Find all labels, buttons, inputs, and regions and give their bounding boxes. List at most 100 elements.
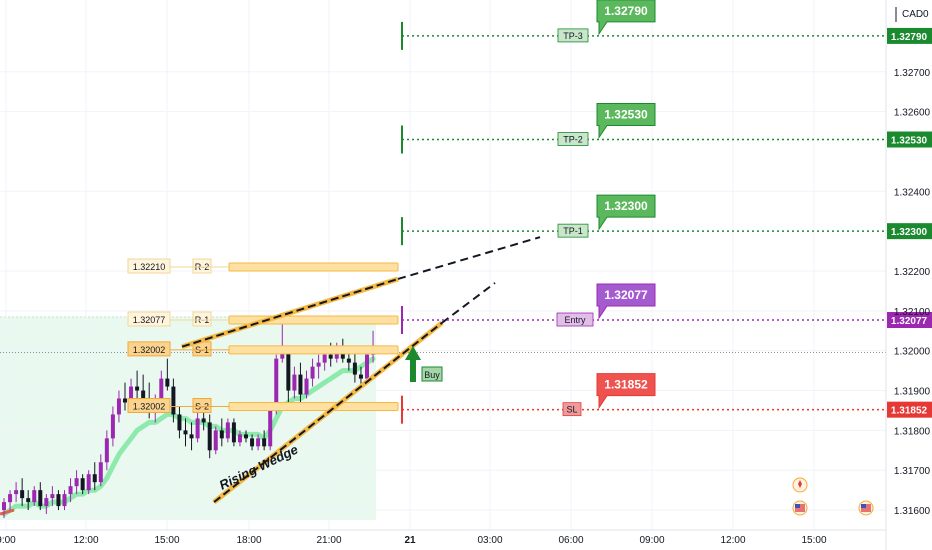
usa-flag-canton-icon xyxy=(795,504,800,508)
candle-body xyxy=(256,438,261,447)
level-tp-2-axis-text: 1.32530 xyxy=(891,136,928,147)
buy-label: Buy xyxy=(424,370,440,380)
level-entry-axis-box xyxy=(887,312,932,329)
zone-r-2-name-box xyxy=(192,258,212,274)
level-sl-axis-text: 1.31852 xyxy=(891,406,928,417)
ema-start-segment xyxy=(0,508,15,516)
zone-r-1-name-box xyxy=(192,311,212,327)
candle-body xyxy=(129,386,134,403)
y-tick-label: 1.32700 xyxy=(894,68,931,79)
wedge-upper-line xyxy=(181,278,399,348)
zone-s-2-box xyxy=(228,401,399,411)
level-tp-1-axis-text: 1.32300 xyxy=(891,227,928,238)
buy-label-box xyxy=(421,366,443,382)
candle-body xyxy=(116,398,121,415)
x-tick-label: 9:00 xyxy=(0,535,16,546)
candle-body xyxy=(80,478,85,491)
candle-body xyxy=(310,366,315,379)
candle-body xyxy=(244,434,248,439)
zone-r-2-box xyxy=(228,262,399,272)
level-sl-callout-text: 1.31852 xyxy=(604,378,648,392)
y-tick-label: 1.32400 xyxy=(894,187,931,198)
candle-body xyxy=(213,430,218,451)
candle-body xyxy=(280,350,285,359)
level-tp-3-axis-box xyxy=(887,27,932,44)
x-tick-label: 15:00 xyxy=(801,535,826,546)
y-tick-label: 1.32200 xyxy=(894,267,931,278)
candle-body xyxy=(92,474,97,483)
level-tp-3-tag xyxy=(557,28,589,43)
zone-s-1-box xyxy=(228,345,399,355)
level-sl-tag-text: SL xyxy=(566,405,577,415)
candle-body xyxy=(219,430,224,439)
level-sl-tag xyxy=(562,402,582,417)
zone-s-1-price-box xyxy=(127,341,171,357)
y-tick-label: 1.32000 xyxy=(894,347,931,358)
candle-body xyxy=(86,474,91,491)
zone-r-1-price[interactable]: 1.32077 xyxy=(133,315,166,325)
y-tick-label: 1.31900 xyxy=(894,387,931,398)
level-sl-callout xyxy=(596,373,656,410)
candle-body xyxy=(165,378,170,387)
level-tp-2-axis-box xyxy=(887,131,932,148)
x-tick-label: 12:00 xyxy=(720,535,745,546)
level-tp-2-callout xyxy=(596,103,656,140)
zone-s-2-price[interactable]: 1.32002 xyxy=(133,401,166,411)
candle-body xyxy=(135,386,140,391)
y-tick-label: 1.31600 xyxy=(894,506,931,517)
candle-body xyxy=(274,358,279,411)
candle-body xyxy=(20,490,25,499)
currency-suffix: 0 xyxy=(923,9,929,20)
level-tp-2-callout-text: 1.32530 xyxy=(604,108,648,122)
y-tick-label: 1.32600 xyxy=(894,108,931,119)
zone-r-2-price[interactable]: 1.32210 xyxy=(133,262,166,272)
x-tick-label: 21:00 xyxy=(316,535,341,546)
candle-body xyxy=(237,434,242,443)
y-tick-label: 1.32100 xyxy=(894,307,931,318)
wedge-lower-line xyxy=(213,322,443,503)
candle-body xyxy=(346,358,351,363)
zone-s-2-price-box xyxy=(127,397,171,413)
candle-body xyxy=(322,354,327,363)
candle-body xyxy=(189,434,194,439)
level-tp-2-tag-text: TP-2 xyxy=(563,135,583,145)
candle-body xyxy=(328,354,333,359)
level-entry-tag-text: Entry xyxy=(564,315,586,325)
level-tp-3-callout xyxy=(596,0,656,36)
candle-body xyxy=(141,390,146,399)
currency-label[interactable]: CAD xyxy=(902,9,923,20)
candle-body xyxy=(74,478,79,487)
level-entry-axis-text: 1.32077 xyxy=(891,316,928,327)
wedge-lower-extension xyxy=(441,282,496,324)
candle-body xyxy=(292,374,297,391)
candle-body xyxy=(177,414,182,431)
candle-body xyxy=(231,422,236,443)
candle-body xyxy=(56,494,61,507)
level-sl-axis-box xyxy=(887,401,932,418)
candle-body xyxy=(68,486,73,495)
candle-body xyxy=(358,374,363,379)
x-tick-label: 12:00 xyxy=(73,535,98,546)
x-tick-label: 15:00 xyxy=(154,535,179,546)
level-tp-1-callout-text: 1.32300 xyxy=(604,199,648,213)
level-tp-1-axis-box xyxy=(887,223,932,240)
candle-body xyxy=(2,502,6,511)
x-tick-label: 09:00 xyxy=(639,535,664,546)
candle-body xyxy=(44,498,49,507)
zone-s-1-price[interactable]: 1.32002 xyxy=(133,345,166,355)
zone-r-2-price-box xyxy=(127,258,171,274)
level-tp-1-tag-text: TP-1 xyxy=(563,226,583,236)
candle-body xyxy=(286,350,291,391)
candle-body xyxy=(250,438,255,447)
candle-body xyxy=(159,378,164,403)
candle-body xyxy=(304,378,309,395)
candle-body xyxy=(110,414,115,439)
level-entry-tag xyxy=(556,312,594,327)
level-tp-2-tag xyxy=(557,132,589,146)
wedge-upper-extension xyxy=(397,236,541,280)
candle-body xyxy=(225,422,230,439)
candle-body xyxy=(183,430,188,435)
level-tp-3-tag-text: TP-3 xyxy=(563,31,583,41)
candle-body xyxy=(201,418,206,423)
